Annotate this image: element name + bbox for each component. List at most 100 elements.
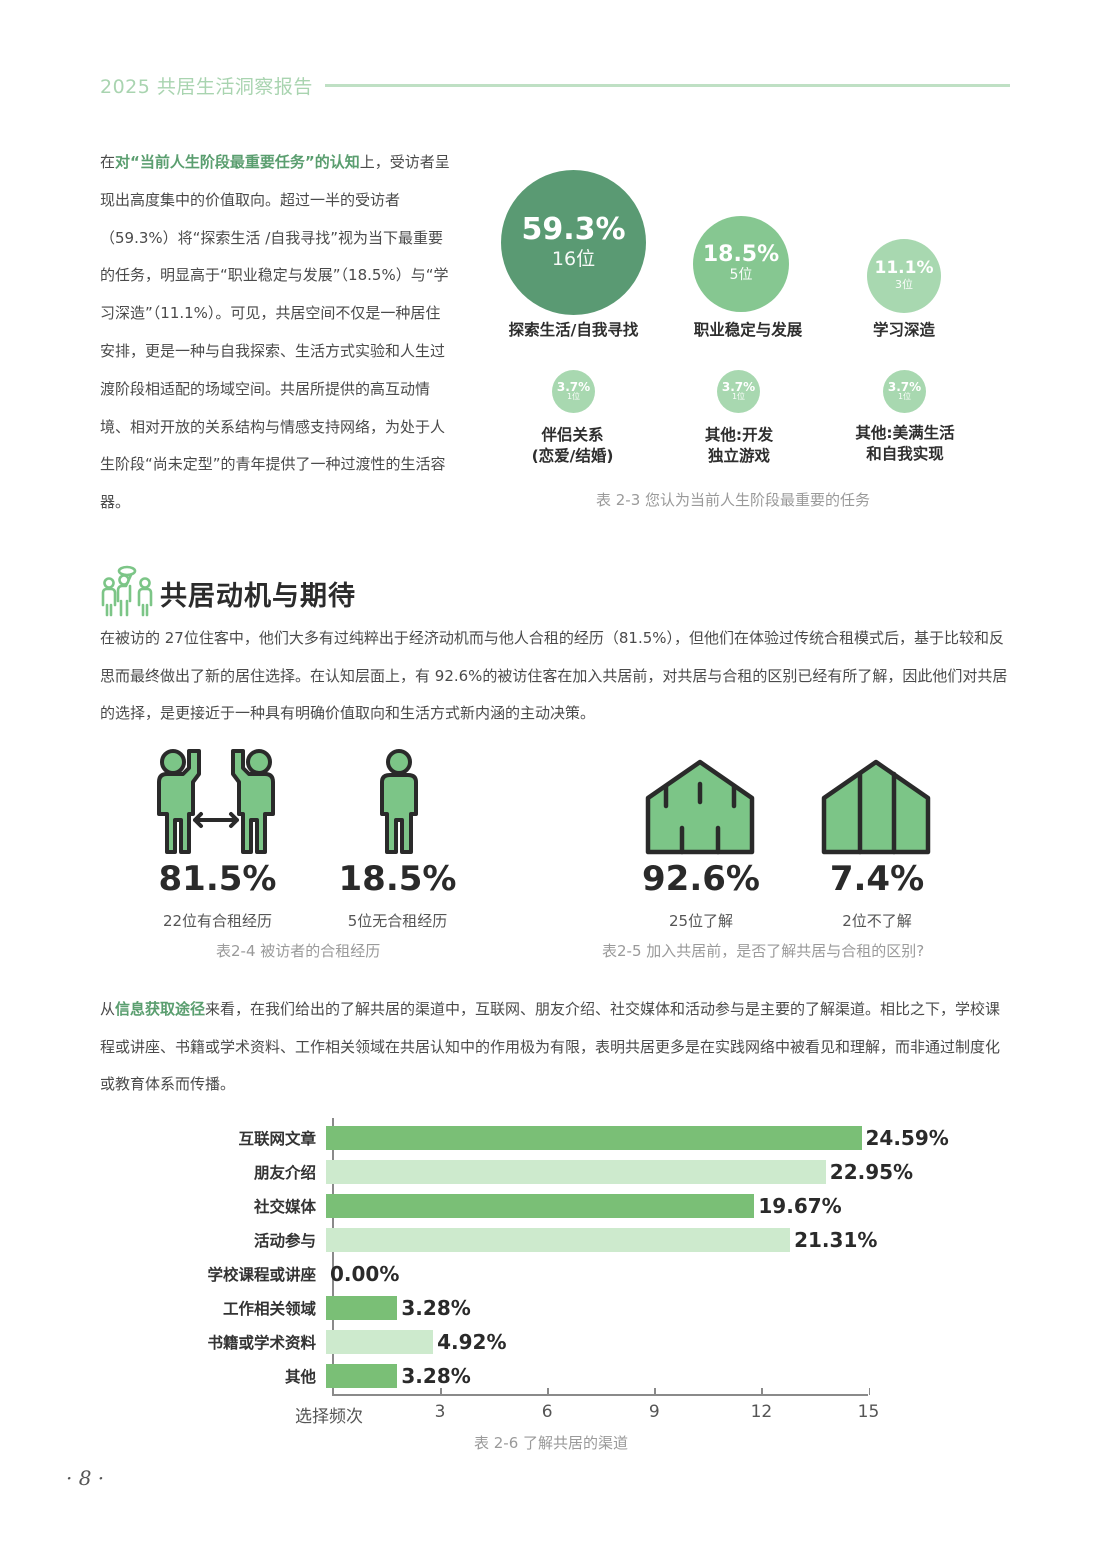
bubble-pct: 18.5%: [702, 242, 780, 268]
intro-body: 上，受访者呈现出高度集中的价值取向。超过一半的受访者（59.3%）将“探索生活 …: [100, 153, 450, 512]
section-heading: 共居动机与期待: [100, 565, 356, 621]
bar-category-label: 活动参与: [253, 1232, 316, 1250]
stat-label: 2位不了解: [842, 912, 912, 930]
intro-paragraph: 在对“当前人生阶段最重要任务”的认知上，受访者呈现出高度集中的价值取向。超过一半…: [100, 144, 452, 522]
bubble-label-line2: 和自我实现: [866, 445, 944, 463]
section-title: 共居动机与期待: [160, 580, 356, 612]
bar-row: 社交媒体 19.67%: [190, 1189, 842, 1223]
bar-value-label: 4.92%: [437, 1330, 507, 1354]
bar-category-label: 工作相关领域: [222, 1300, 316, 1318]
figure-caption: 表 2-6 了解共居的渠道: [474, 1434, 629, 1452]
bar-track: 22.95%: [326, 1160, 913, 1184]
stat-label: 25位了解: [668, 912, 734, 930]
bubble-count: 16位: [551, 248, 596, 271]
bar-category-label: 朋友介绍: [253, 1164, 316, 1182]
x-tick: [440, 1388, 442, 1395]
bar-row: 工作相关领域 3.28%: [190, 1291, 471, 1325]
x-tick-label: 9: [648, 1402, 660, 1422]
bubble-fulfilment: 3.7% 1位: [883, 370, 926, 413]
y-axis: [332, 1118, 334, 1396]
house-divided-icon: [820, 758, 932, 860]
figure-caption: 表2-5 加入共居前，是否了解共居与合租的区别?: [602, 942, 925, 960]
channels-prefix: 从: [100, 1000, 116, 1018]
bubble-game-dev: 3.7% 1位: [717, 370, 760, 413]
stat-label: 5位无合租经历: [347, 912, 448, 930]
bar-category-label: 其他: [284, 1368, 316, 1386]
bubble-study: 11.1% 3位: [867, 239, 941, 313]
two-people-sharing-icon: [155, 748, 277, 860]
bar-track: 24.59%: [326, 1126, 949, 1150]
bubble-label-line1: 其他:美满生活: [855, 424, 955, 442]
bubble-label: 职业稳定与发展: [693, 321, 803, 339]
stat-value: 81.5%: [158, 859, 277, 899]
x-axis: [332, 1394, 868, 1396]
x-axis-title: 选择频次: [295, 1407, 363, 1427]
x-tick-label: 15: [857, 1402, 880, 1422]
bubble-label: 学习深造: [872, 321, 935, 339]
bubble-partner: 3.7% 1位: [552, 370, 595, 413]
x-tick: [868, 1388, 870, 1395]
people-discussion-icon: [100, 565, 154, 621]
bar-value-label: 19.67%: [758, 1194, 842, 1218]
bar-category-label: 社交媒体: [253, 1198, 316, 1216]
x-tick-label: 12: [750, 1402, 773, 1422]
stat-label: 22位有合租经历: [162, 912, 273, 930]
bubble-label-line1: 其他:开发: [704, 426, 774, 444]
house-shared-rooms-icon: [644, 758, 756, 860]
bar-row: 朋友介绍 22.95%: [190, 1155, 913, 1189]
bar-value-label: 24.59%: [865, 1126, 949, 1150]
stat-value: 92.6%: [642, 859, 760, 899]
page-number: · 8 ·: [66, 1466, 105, 1490]
bubble-career: 18.5% 5位: [693, 216, 789, 312]
channels-paragraph: 从信息获取途径来看，在我们给出的了解共居的渠道中，互联网、朋友介绍、社交媒体和活…: [100, 991, 1012, 1104]
bar: [326, 1364, 398, 1388]
bar: [326, 1160, 826, 1184]
bar-value-label: 21.31%: [794, 1228, 878, 1252]
bar-category-label: 书籍或学术资料: [207, 1334, 316, 1352]
x-tick: [654, 1388, 656, 1395]
x-tick: [761, 1388, 763, 1395]
motivation-paragraph: 在被访的 27位住客中，他们大多有过纯粹出于经济动机而与他人合租的经历（81.5…: [100, 629, 1008, 722]
bubble-pct: 59.3%: [521, 212, 626, 248]
bar-track: 3.28%: [326, 1364, 471, 1388]
channels-bar-chart: 选择频次 互联网文章 24.59% 朋友介绍 22.95% 社交媒体 19.67% 活动参与…: [190, 1118, 970, 1428]
bubble-label-line1: 伴侣关系: [541, 426, 604, 444]
bar-row: 互联网文章 24.59%: [190, 1121, 949, 1155]
bar: [326, 1296, 398, 1320]
x-tick-label: 6: [541, 1402, 553, 1422]
bar-track: 4.92%: [326, 1330, 506, 1354]
bar: [326, 1228, 791, 1252]
figure-caption: 表2-4 被访者的合租经历: [216, 942, 381, 960]
intro-prefix: 在: [100, 153, 116, 171]
bar-value-label: 22.95%: [829, 1160, 914, 1184]
bubble-explore-life: 59.3% 16位: [501, 170, 646, 315]
bar: [326, 1330, 434, 1354]
bar-category-label: 互联网文章: [238, 1130, 316, 1148]
bubble-label: 探索生活/自我寻找: [508, 321, 639, 339]
stat-value: 7.4%: [829, 859, 925, 899]
bubble-count: 1位: [897, 392, 912, 402]
bubble-pct: 3.7%: [556, 380, 591, 395]
report-title: 2025 共居生活洞察报告: [100, 75, 313, 98]
bar-row: 书籍或学术资料 4.92%: [190, 1325, 506, 1359]
bar-track: 0.00%: [326, 1262, 399, 1286]
bubble-count: 3位: [895, 278, 913, 292]
bar-track: 21.31%: [326, 1228, 877, 1252]
bubble-count: 1位: [731, 392, 746, 402]
intro-highlight: 对“当前人生阶段最重要任务”的认知: [115, 153, 360, 171]
bar-row: 活动参与 21.31%: [190, 1223, 877, 1257]
bar-value-label: 3.28%: [401, 1296, 471, 1320]
header-divider: [324, 83, 1010, 87]
bar-row: 其他 3.28%: [190, 1359, 471, 1393]
bar: [326, 1126, 862, 1150]
bubble-pct: 3.7%: [721, 380, 756, 395]
single-person-icon: [379, 748, 419, 860]
bar-value-label: 0.00%: [330, 1262, 400, 1286]
bar-track: 3.28%: [326, 1296, 471, 1320]
bubble-label-line2: 独立游戏: [707, 447, 770, 465]
channels-body: 来看，在我们给出的了解共居的渠道中，互联网、朋友介绍、社交媒体和活动参与是主要的…: [100, 1000, 1001, 1093]
bar-row: 学校课程或讲座 0.00%: [190, 1257, 399, 1291]
running-header: 2025 共居生活洞察报告: [100, 70, 1010, 100]
bubble-count: 1位: [566, 392, 581, 402]
stat-value: 18.5%: [338, 859, 457, 899]
